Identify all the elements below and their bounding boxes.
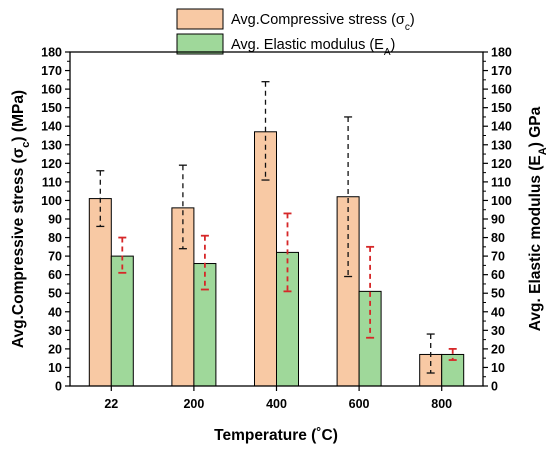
right-y-tick-label: 30 bbox=[491, 324, 505, 338]
left-y-tick-label: 170 bbox=[41, 64, 62, 78]
right-y-tick-label: 130 bbox=[491, 138, 512, 152]
left-y-tick-label: 110 bbox=[42, 175, 62, 189]
left-y-tick-label: 50 bbox=[48, 287, 62, 301]
left-y-tick-label: 130 bbox=[41, 138, 62, 152]
right-y-tick-label: 0 bbox=[491, 380, 498, 394]
right-y-tick-label: 50 bbox=[491, 287, 505, 301]
left-y-tick-label: 40 bbox=[48, 305, 62, 319]
left-y-tick-label: 0 bbox=[55, 380, 62, 394]
left-y-axis-title: Avg.Compressive stress (σc) (MPa) bbox=[10, 90, 32, 348]
right-y-tick-label: 180 bbox=[491, 46, 512, 60]
legend: Avg.Compressive stress (σc) Avg. Elastic… bbox=[176, 8, 415, 58]
right-y-tick-label: 160 bbox=[491, 83, 512, 97]
left-y-tick-label: 160 bbox=[41, 83, 62, 97]
right-y-tick-label: 40 bbox=[491, 305, 505, 319]
right-y-tick-label: 170 bbox=[491, 64, 512, 78]
legend-swatch-elastic bbox=[176, 33, 224, 55]
left-y-tick-label: 30 bbox=[48, 324, 62, 338]
right-y-axis: 0 10 20 30 40 50 60 70 80 90 100 110 120 130 140 150 160… bbox=[483, 46, 512, 394]
left-y-tick-label: 10 bbox=[48, 361, 62, 375]
left-y-tick-label: 70 bbox=[48, 250, 62, 264]
right-y-tick-label: 110 bbox=[491, 175, 511, 189]
x-tick-label: 200 bbox=[183, 397, 204, 411]
legend-label-compressive: Avg.Compressive stress (σc) bbox=[231, 12, 415, 33]
left-y-tick-label: 180 bbox=[41, 46, 62, 60]
left-y-tick-label: 90 bbox=[48, 213, 62, 227]
right-y-tick-label: 60 bbox=[491, 268, 505, 282]
error-bars bbox=[96, 81, 457, 374]
compressive-stress-bar bbox=[171, 207, 195, 387]
x-axis-title: Temperature (˚C) bbox=[214, 427, 338, 444]
x-tick-label: 400 bbox=[266, 397, 287, 411]
elastic-modulus-bar bbox=[276, 251, 299, 387]
legend-label-elastic: Avg. Elastic modulus (EA) bbox=[231, 37, 395, 58]
left-y-tick-label: 60 bbox=[48, 268, 62, 282]
bars bbox=[88, 131, 465, 387]
right-y-axis-title: Avg. Elastic modulus (EA) GPa bbox=[527, 106, 549, 331]
elastic-modulus-bar bbox=[110, 255, 134, 387]
legend-swatch-compressive bbox=[176, 8, 224, 30]
x-tick-label: 22 bbox=[104, 397, 118, 411]
right-y-tick-label: 100 bbox=[491, 194, 512, 208]
compressive-stress-bar bbox=[254, 131, 277, 387]
right-y-tick-label: 90 bbox=[491, 213, 505, 227]
x-axis: 22 200 400 600 800 bbox=[104, 386, 452, 411]
left-y-tick-label: 140 bbox=[41, 120, 62, 134]
left-y-tick-label: 20 bbox=[48, 342, 62, 356]
right-y-tick-label: 150 bbox=[491, 101, 512, 115]
left-y-tick-label: 120 bbox=[41, 157, 62, 171]
left-y-axis: 0 10 20 30 40 50 60 70 80 90 100 110 120 130 140 150 160… bbox=[41, 46, 70, 394]
left-y-tick-label: 150 bbox=[41, 101, 62, 115]
right-y-tick-label: 70 bbox=[491, 250, 505, 264]
right-y-tick-label: 80 bbox=[491, 231, 505, 245]
left-y-tick-label: 100 bbox=[41, 194, 62, 208]
x-tick-label: 600 bbox=[349, 397, 370, 411]
right-y-tick-label: 10 bbox=[491, 361, 505, 375]
x-tick-label: 800 bbox=[431, 397, 452, 411]
right-y-tick-label: 140 bbox=[491, 120, 512, 134]
left-y-tick-label: 80 bbox=[48, 231, 62, 245]
right-y-tick-label: 20 bbox=[491, 342, 505, 356]
right-y-tick-label: 120 bbox=[491, 157, 512, 171]
